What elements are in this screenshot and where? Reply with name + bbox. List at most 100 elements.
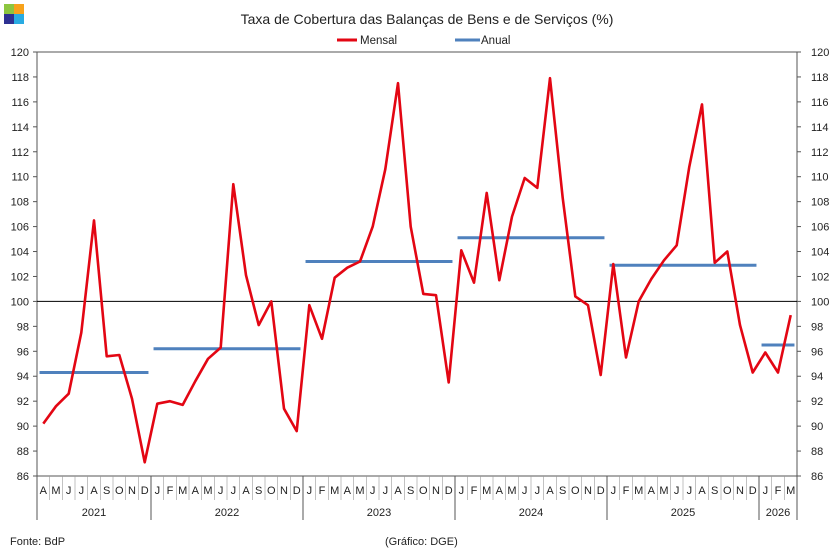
x-tick-label-month: M <box>786 485 795 497</box>
logo-square-navy <box>4 14 14 24</box>
x-tick-label-month: J <box>535 485 541 497</box>
y-tick-label-left: 108 <box>11 197 29 209</box>
x-tick-label-month: M <box>203 485 212 497</box>
x-tick-label-month: O <box>267 485 276 497</box>
y-tick-label-right: 118 <box>811 72 829 84</box>
legend: Mensal Anual <box>337 35 510 47</box>
logo-icon <box>4 4 24 24</box>
y-tick-label-left: 92 <box>17 396 29 408</box>
y-tick-label-right: 108 <box>811 197 829 209</box>
x-tick-label-month: A <box>40 485 48 497</box>
x-tick-label-month: M <box>51 485 60 497</box>
x-tick-label-month: D <box>293 485 301 497</box>
y-tick-label-left: 88 <box>17 446 29 458</box>
x-tick-label-month: J <box>459 485 465 497</box>
legend-label-anual: Anual <box>481 35 510 47</box>
x-tick-label-month: J <box>218 485 224 497</box>
x-tick-label-month: D <box>597 485 605 497</box>
y-tick-label-right: 112 <box>811 147 829 159</box>
y-tick-label-right: 104 <box>811 247 829 259</box>
y-tick-label-right: 86 <box>811 471 823 483</box>
y-tick-label-left: 98 <box>17 321 29 333</box>
x-year-label: 2023 <box>367 507 391 519</box>
x-tick-label-month: M <box>659 485 668 497</box>
y-tick-label-left: 90 <box>17 421 29 433</box>
y-tick-label-left: 116 <box>11 97 29 109</box>
x-tick-label-month: F <box>471 485 478 497</box>
x-tick-label-month: M <box>634 485 643 497</box>
y-tick-label-right: 92 <box>811 396 823 408</box>
x-tick-label-month: S <box>103 485 110 497</box>
x-year-label: 2025 <box>671 507 695 519</box>
x-year-label: 2026 <box>766 507 790 519</box>
x-tick-label-month: D <box>445 485 453 497</box>
x-tick-label-month: O <box>723 485 732 497</box>
x-tick-label-month: A <box>546 485 554 497</box>
x-tick-label-month: J <box>687 485 693 497</box>
x-year-label: 2024 <box>519 507 543 519</box>
x-tick-label-month: S <box>255 485 262 497</box>
x-tick-label-month: N <box>128 485 136 497</box>
x-tick-label-month: M <box>178 485 187 497</box>
x-year-label: 2022 <box>215 507 239 519</box>
x-tick-label-month: S <box>711 485 718 497</box>
y-tick-label-left: 86 <box>17 471 29 483</box>
y-tick-label-left: 100 <box>11 296 29 308</box>
y-tick-label-right: 120 <box>811 47 829 59</box>
x-tick-label-month: J <box>370 485 376 497</box>
y-tick-label-right: 106 <box>811 222 829 234</box>
x-tick-label-month: O <box>419 485 428 497</box>
x-tick-label-month: D <box>749 485 757 497</box>
y-tick-label-left: 112 <box>11 147 29 159</box>
y-tick-label-left: 118 <box>11 72 29 84</box>
x-tick-label-month: A <box>698 485 706 497</box>
x-tick-label-month: D <box>141 485 149 497</box>
x-tick-label-month: J <box>155 485 161 497</box>
x-tick-label-month: J <box>231 485 237 497</box>
logo-square-cyan <box>14 14 24 24</box>
x-tick-label-month: N <box>280 485 288 497</box>
y-tick-label-right: 88 <box>811 446 823 458</box>
y-tick-label-left: 114 <box>11 122 29 134</box>
x-tick-label-month: M <box>355 485 364 497</box>
x-tick-label-month: A <box>648 485 656 497</box>
x-year-label: 2021 <box>82 507 106 519</box>
x-tick-label-month: F <box>775 485 782 497</box>
logo-square-orange <box>14 4 24 14</box>
y-tick-label-right: 116 <box>811 97 829 109</box>
source-note: Fonte: BdP <box>10 536 66 548</box>
x-tick-label-month: J <box>763 485 769 497</box>
x-tick-label-month: M <box>507 485 516 497</box>
x-tick-label-month: J <box>307 485 313 497</box>
chart-title: Taxa de Cobertura das Balanças de Bens e… <box>241 11 614 27</box>
y-tick-label-right: 94 <box>811 371 823 383</box>
y-tick-label-right: 100 <box>811 296 829 308</box>
x-tick-label-month: A <box>496 485 504 497</box>
x-tick-label-month: A <box>192 485 200 497</box>
x-tick-label-month: J <box>611 485 617 497</box>
x-tick-label-month: S <box>559 485 566 497</box>
x-tick-label-month: J <box>66 485 72 497</box>
x-tick-label-month: A <box>344 485 352 497</box>
y-tick-label-left: 120 <box>11 47 29 59</box>
y-tick-label-left: 96 <box>17 346 29 358</box>
x-tick-label-month: F <box>167 485 174 497</box>
x-tick-label-month: S <box>407 485 414 497</box>
mensal-line <box>42 76 792 464</box>
y-tick-label-right: 90 <box>811 421 823 433</box>
y-tick-label-right: 102 <box>811 271 829 283</box>
x-tick-label-month: F <box>319 485 326 497</box>
y-tick-label-left: 110 <box>11 172 29 184</box>
y-tick-label-right: 98 <box>811 321 823 333</box>
x-tick-label-month: J <box>674 485 680 497</box>
y-tick-label-right: 114 <box>811 122 829 134</box>
x-tick-label-month: J <box>79 485 85 497</box>
credit-note: (Gráfico: DGE) <box>385 536 458 548</box>
x-tick-label-month: N <box>432 485 440 497</box>
series-mensal <box>42 76 792 464</box>
y-tick-label-left: 104 <box>11 247 29 259</box>
x-tick-label-month: J <box>522 485 528 497</box>
